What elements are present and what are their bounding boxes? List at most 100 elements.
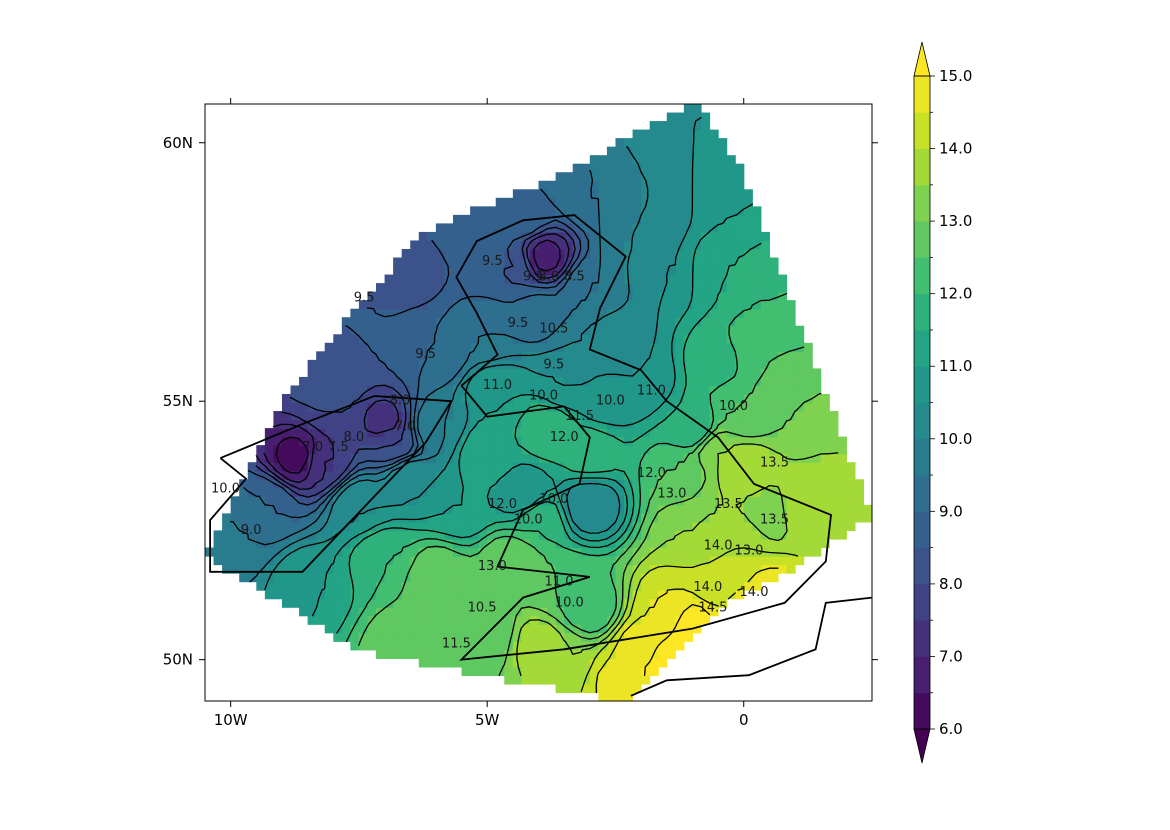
field-cell bbox=[521, 428, 531, 438]
field-cell bbox=[632, 683, 642, 694]
field-cell bbox=[564, 564, 574, 574]
field-cell bbox=[418, 607, 428, 617]
field-cell bbox=[435, 649, 446, 659]
field-cell bbox=[435, 274, 446, 284]
field-cell bbox=[658, 231, 668, 242]
field-cell bbox=[700, 189, 711, 199]
field-cell bbox=[624, 146, 634, 156]
field-cell bbox=[632, 334, 642, 344]
field-cell bbox=[709, 428, 719, 438]
field-cell bbox=[487, 291, 497, 301]
field-cell bbox=[666, 368, 676, 378]
field-cell bbox=[692, 266, 702, 276]
field-cell bbox=[683, 598, 694, 608]
field-cell bbox=[358, 581, 369, 591]
field-cell bbox=[512, 462, 522, 472]
field-cell bbox=[547, 632, 557, 642]
field-cell bbox=[324, 445, 334, 455]
field-cell bbox=[264, 453, 275, 463]
field-cell bbox=[752, 368, 762, 378]
field-cell bbox=[393, 641, 403, 651]
field-cell bbox=[649, 419, 659, 429]
field-cell bbox=[581, 496, 591, 506]
field-cell bbox=[718, 138, 728, 148]
field-cell bbox=[752, 214, 762, 224]
field-cell bbox=[410, 530, 420, 540]
field-cell bbox=[726, 155, 736, 165]
contour-label: 10.0 bbox=[596, 394, 625, 409]
field-cell bbox=[658, 325, 668, 335]
field-cell bbox=[752, 513, 762, 523]
field-cell bbox=[641, 189, 651, 199]
field-cell bbox=[410, 573, 420, 583]
field-cell bbox=[410, 590, 420, 600]
field-cell bbox=[572, 573, 582, 583]
field-cell bbox=[461, 658, 471, 668]
field-cell bbox=[658, 402, 668, 412]
field-cell bbox=[726, 564, 736, 574]
field-cell bbox=[410, 342, 420, 352]
field-cell bbox=[581, 564, 591, 574]
field-cell bbox=[435, 538, 446, 549]
field-cell bbox=[529, 308, 540, 318]
field-cell bbox=[692, 308, 702, 318]
field-cell bbox=[521, 317, 531, 327]
field-cell bbox=[521, 223, 531, 233]
field-cell bbox=[341, 359, 351, 369]
field-cell bbox=[401, 615, 411, 625]
field-cell bbox=[444, 521, 454, 532]
field-cell bbox=[452, 615, 463, 625]
field-cell bbox=[624, 248, 634, 259]
field-cell bbox=[376, 325, 386, 335]
field-cell bbox=[683, 129, 694, 139]
field-cell bbox=[641, 206, 651, 216]
field-cell bbox=[795, 496, 805, 506]
field-cell bbox=[478, 300, 488, 310]
field-cell bbox=[769, 351, 779, 361]
field-cell bbox=[666, 180, 676, 190]
field-cell bbox=[564, 402, 574, 412]
field-cell bbox=[735, 453, 745, 463]
field-cell bbox=[572, 274, 582, 284]
field-cell bbox=[675, 385, 685, 395]
field-cell bbox=[333, 393, 343, 404]
field-cell bbox=[692, 624, 702, 634]
field-cell bbox=[504, 300, 514, 310]
field-cell bbox=[281, 564, 292, 574]
field-cell bbox=[743, 581, 753, 591]
field-cell bbox=[598, 240, 608, 250]
field-cell bbox=[700, 180, 711, 190]
field-cell bbox=[632, 538, 642, 549]
field-cell bbox=[692, 530, 702, 540]
field-cell bbox=[512, 385, 522, 395]
field-cell bbox=[495, 257, 505, 267]
field-cell bbox=[589, 428, 599, 438]
field-cell bbox=[222, 513, 232, 523]
field-cell bbox=[547, 436, 557, 446]
field-cell bbox=[350, 411, 360, 421]
field-cell bbox=[683, 513, 694, 523]
field-cell bbox=[786, 368, 796, 378]
field-cell bbox=[512, 359, 522, 369]
field-cell bbox=[358, 462, 369, 472]
field-cell bbox=[256, 556, 266, 566]
field-cell bbox=[410, 487, 420, 497]
field-cell bbox=[598, 231, 608, 242]
field-cell bbox=[495, 436, 505, 446]
field-cell bbox=[452, 308, 463, 318]
field-cell bbox=[521, 376, 531, 387]
field-cell bbox=[743, 308, 753, 318]
field-cell bbox=[641, 240, 651, 250]
field-cell bbox=[452, 479, 463, 489]
field-cell bbox=[512, 214, 522, 224]
field-cell bbox=[273, 573, 283, 583]
field-cell bbox=[581, 445, 591, 455]
field-cell bbox=[777, 274, 788, 284]
field-cell bbox=[401, 334, 411, 344]
field-cell bbox=[589, 598, 599, 608]
field-cell bbox=[529, 351, 540, 361]
field-cell bbox=[512, 666, 522, 677]
field-cell bbox=[726, 590, 736, 600]
field-cell bbox=[581, 538, 591, 549]
field-cell bbox=[692, 300, 702, 310]
